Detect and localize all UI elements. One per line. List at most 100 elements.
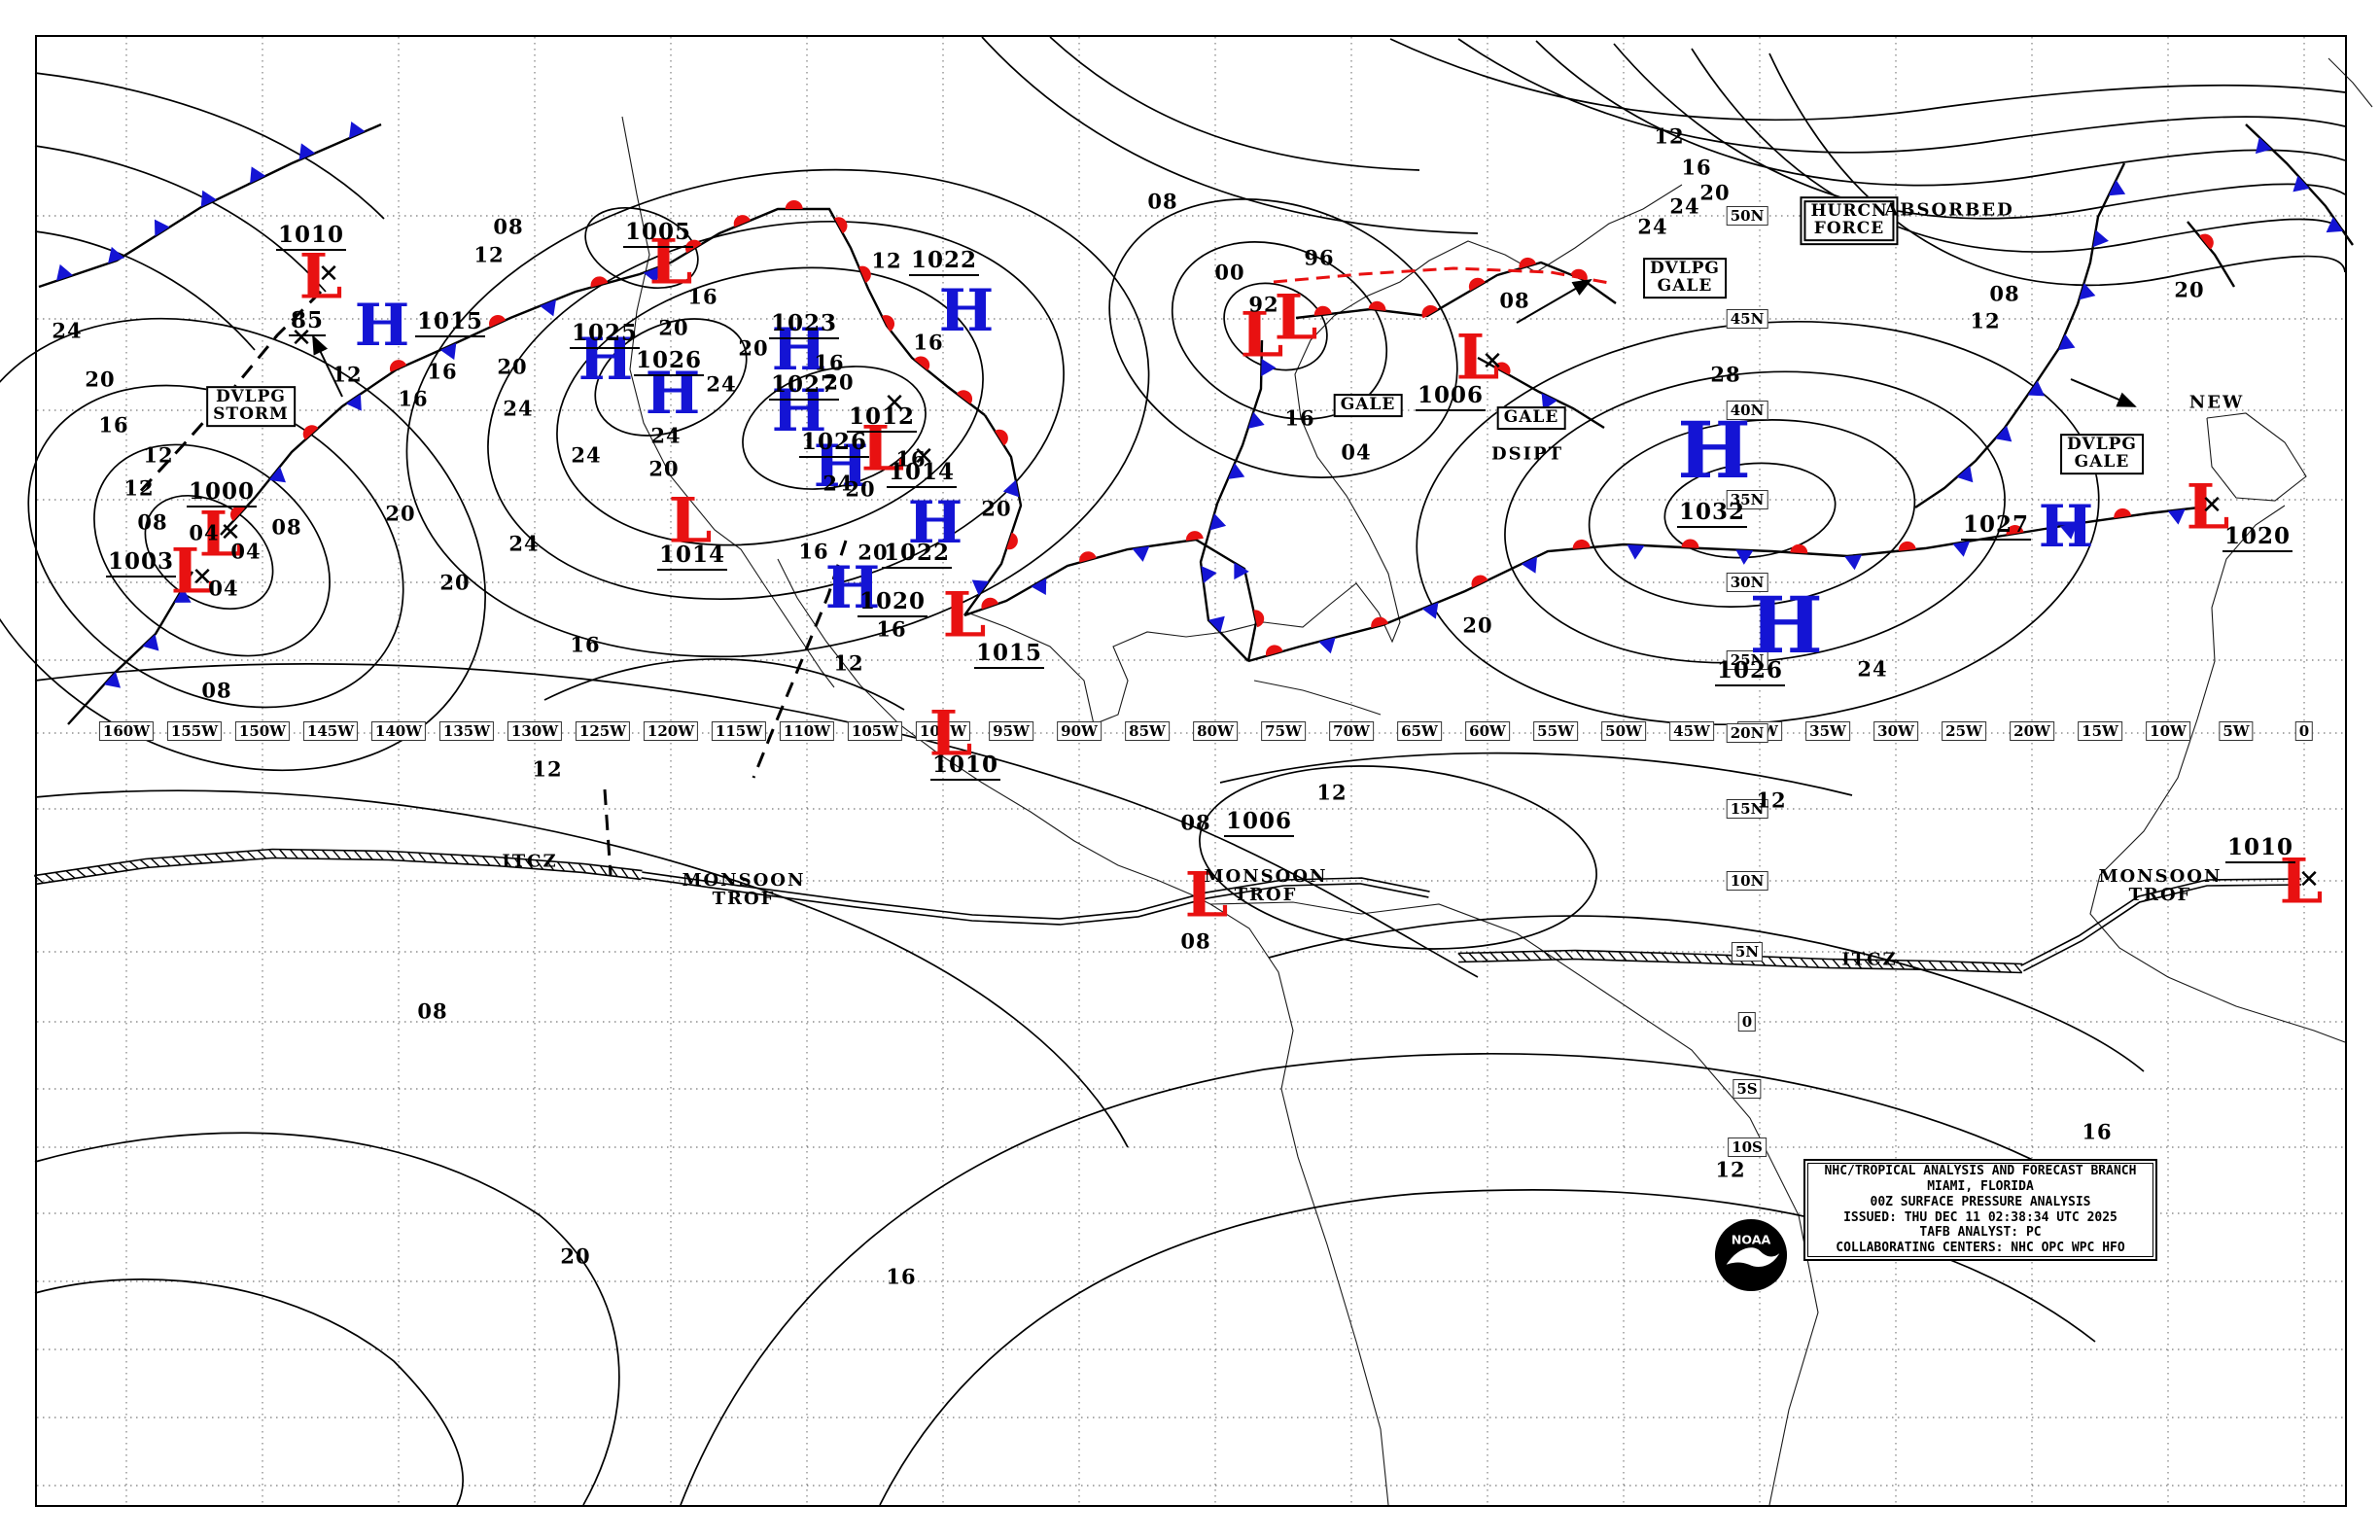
- isobar-label: 24: [1857, 656, 1888, 682]
- fronts-layer: [38, 122, 2354, 876]
- itcz-hatch-tick: [246, 850, 257, 860]
- itcz-hatch-tick: [1607, 951, 1617, 962]
- isobar-curve: [1049, 36, 1420, 171]
- isobar-curve: [1219, 752, 1853, 796]
- isobar-curve: [1504, 370, 2006, 664]
- isobar-curve: [1768, 52, 2346, 287]
- isobar-curve: [1389, 38, 2346, 122]
- low-pressure-center: L: [1455, 321, 1500, 395]
- high-pressure-value: 1022: [881, 540, 953, 569]
- isobar-curve: [742, 366, 927, 490]
- cold-front-triangle-icon: [56, 263, 74, 281]
- low-pressure-center: L: [170, 535, 215, 609]
- longitude-label-75W: 75W: [1261, 721, 1306, 741]
- latitude-label-5S: 5S: [1732, 1079, 1762, 1099]
- itcz-hatch-tick: [353, 850, 363, 860]
- low-pressure-center: L: [928, 697, 973, 771]
- longitude-label-10W: 10W: [2146, 721, 2190, 741]
- itcz-hatch-tick: [417, 852, 427, 863]
- itcz-hatch-tick: [1917, 960, 1927, 970]
- isobar-label: 16: [895, 446, 927, 472]
- isobar-curve: [34, 72, 385, 220]
- isobar-label: 20: [1699, 180, 1731, 205]
- longitude-label-55W: 55W: [1533, 721, 1578, 741]
- feature-label-new: NEW: [2188, 392, 2245, 413]
- isobar-label: 16: [913, 330, 944, 355]
- feature-label-absorbed: ABSORBED: [1884, 199, 2014, 221]
- isobar-label: 24: [1637, 214, 1668, 239]
- itcz-hatch-tick: [631, 868, 640, 880]
- map-border: [35, 35, 2347, 1507]
- feature-label-monsoon-trof: MONSOON TROF: [2098, 866, 2222, 905]
- itcz-hatch-tick: [556, 860, 566, 872]
- warm-front-semicircle-icon: [229, 506, 246, 522]
- pressure-value: 1006: [1223, 808, 1295, 837]
- warm-front-semicircle-icon: [1368, 300, 1386, 311]
- itcz-hatch-tick: [1778, 957, 1788, 967]
- warm-front-semicircle-icon: [1421, 304, 1439, 319]
- center-x-mark: ✕: [913, 442, 934, 472]
- cold-front-triangle-icon: [1318, 637, 1336, 654]
- isobar-curve: [34, 230, 256, 351]
- coastline: [2206, 412, 2307, 502]
- front-trough-3: [603, 788, 612, 876]
- low-pressure-center: L: [1240, 298, 1284, 372]
- isobar-curve: [1588, 419, 1916, 608]
- high-pressure-value: 1026: [798, 429, 870, 458]
- itcz-hatch-tick: [1939, 961, 1948, 971]
- isobar-curve: [543, 658, 905, 711]
- front-europe-cold: [1914, 162, 2126, 508]
- isobar-label: 08: [1147, 189, 1178, 214]
- latitude-label-20N: 20N: [1726, 723, 1768, 743]
- high-pressure-center: H: [771, 316, 827, 384]
- warm-front-semicircle-icon: [1790, 543, 1808, 554]
- warm-front-semicircle-icon: [488, 314, 507, 328]
- itcz-hatch-tick: [1671, 953, 1681, 963]
- warm-front-semicircle-icon: [1519, 257, 1537, 269]
- low-pressure-value: 1010: [275, 222, 347, 251]
- isobar-label: 12: [1715, 1157, 1746, 1182]
- itcz-hatch-tick: [267, 848, 277, 859]
- high-pressure-center: H: [578, 326, 634, 394]
- itcz-hatch-tick: [1693, 953, 1702, 963]
- itcz-hatch-tick: [1554, 950, 1563, 961]
- center-x-mark: ✕: [2201, 491, 2222, 520]
- latitude-label-35N: 35N: [1726, 490, 1768, 509]
- isobar-label: 12: [332, 362, 363, 387]
- itcz-hatch-tick: [289, 849, 298, 859]
- high-pressure-value: 1026: [633, 347, 705, 376]
- itcz-hatch-tick: [87, 866, 97, 876]
- latitude-label-40N: 40N: [1726, 401, 1768, 420]
- itcz-hatch-tick: [1639, 952, 1649, 962]
- high-pressure-center: H: [1677, 404, 1751, 496]
- cold-front-triangle-icon: [200, 190, 217, 208]
- isobar-label: 08: [271, 514, 302, 540]
- high-pressure-center: H: [354, 292, 410, 360]
- warm-front-semicircle-icon: [834, 217, 848, 234]
- isobar-label: 16: [2082, 1119, 2113, 1144]
- longitude-label-120W: 120W: [643, 721, 699, 741]
- isobar-label: 12: [1316, 780, 1348, 805]
- itcz-hatch-tick: [386, 850, 395, 861]
- center-x-mark: ✕: [2298, 865, 2320, 894]
- isobar-curve: [1663, 462, 1837, 559]
- longitude-label-105W: 105W: [847, 721, 903, 741]
- longitude-label-150W: 150W: [234, 721, 291, 741]
- isobar-label: 24: [822, 471, 854, 496]
- itcz-hatch-tick: [1949, 961, 1959, 971]
- noaa-logo-text: NOAA: [1732, 1232, 1771, 1246]
- center-x-mark: ✕: [192, 563, 213, 592]
- itcz-hatch-tick: [160, 857, 171, 867]
- cold-front-triangle-icon: [2255, 137, 2272, 155]
- isobar-curve: [1457, 38, 2346, 154]
- cold-front-triangle-icon: [1261, 358, 1277, 376]
- latitude-label-10N: 10N: [1726, 871, 1768, 891]
- itcz-hatch-tick: [1489, 952, 1499, 962]
- high-pressure-value: 1023: [768, 310, 840, 339]
- isobar-label: 20: [648, 456, 680, 481]
- itcz-hatch-tick: [364, 850, 373, 860]
- longitude-label-145W: 145W: [302, 721, 359, 741]
- isobar-label: 16: [98, 412, 129, 438]
- warm-front-semicircle-icon: [1371, 616, 1388, 628]
- isobar-label: 20: [2174, 277, 2205, 302]
